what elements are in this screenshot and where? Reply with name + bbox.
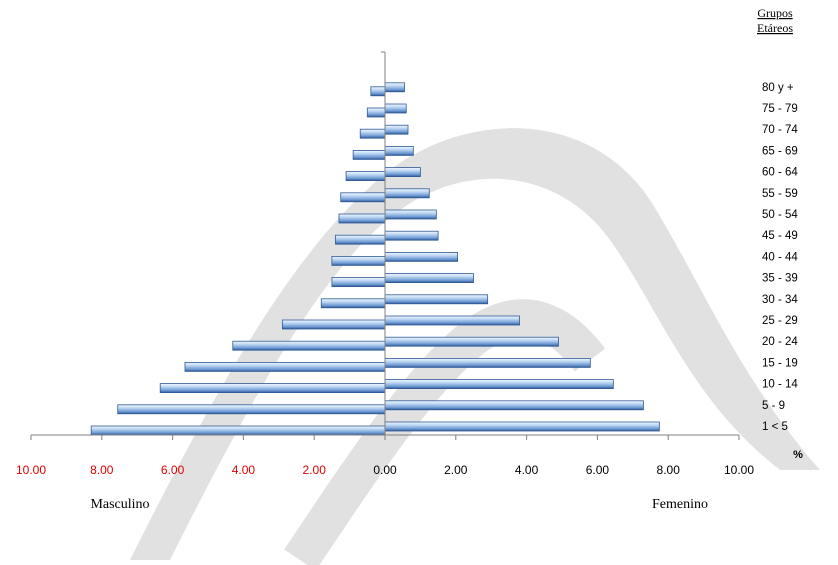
bar-masculino: [117, 404, 386, 415]
age-group-label: 20 - 24: [762, 336, 798, 348]
x-tick-label-right: 0.00: [373, 463, 397, 477]
age-labels-group: 1 < 5 5 - 9 10 - 14 15 - 19 20 - 24 25 - 29 30…: [762, 82, 798, 433]
bar-masculino: [184, 361, 386, 372]
bar-femenino: [384, 400, 644, 411]
age-group-label: 40 - 44: [762, 251, 798, 263]
series-label-femenino: Femenino: [652, 497, 708, 512]
age-group-label: 15 - 19: [762, 357, 798, 369]
x-tick-label-left: 2.00: [303, 463, 327, 477]
x-tick-label-left: 6.00: [161, 463, 185, 477]
bar-masculino: [159, 383, 386, 394]
series-label-masculino: Masculino: [90, 497, 149, 512]
age-group-label: 70 - 74: [762, 124, 798, 136]
bar-femenino: [384, 230, 439, 241]
bar-masculino: [232, 340, 386, 351]
age-group-label: 30 - 34: [762, 294, 798, 306]
bar-masculino: [370, 86, 386, 97]
bar-femenino: [384, 82, 405, 93]
age-group-label: 60 - 64: [762, 167, 798, 179]
age-group-label: 5 - 9: [762, 400, 785, 412]
tick-labels-group: 10.00 8.00 6.00 4.00 2.00 0.00 2.00 4.00 6.00 8.0…: [16, 463, 754, 477]
watermark-stroke: [284, 299, 606, 565]
bar-masculino: [281, 319, 386, 330]
x-tick-label-left: 4.00: [232, 463, 256, 477]
x-unit-label: %: [793, 449, 803, 461]
bar-masculino: [359, 128, 386, 139]
age-group-label: 75 - 79: [762, 103, 798, 115]
x-tick-label-left: 10.00: [16, 463, 46, 477]
age-group-label: 50 - 54: [762, 209, 798, 221]
age-group-label: 80 y +: [762, 82, 794, 94]
bar-masculino: [338, 213, 386, 224]
age-group-label: 25 - 29: [762, 315, 798, 327]
x-tick-label-right: 4.00: [515, 463, 539, 477]
age-group-label: 1 < 5: [762, 421, 788, 433]
x-tick-label-left: 8.00: [90, 463, 114, 477]
age-group-label: 55 - 59: [762, 188, 798, 200]
bar-masculino: [345, 171, 386, 182]
age-group-label: 35 - 39: [762, 273, 798, 285]
x-tick-label-right: 8.00: [657, 463, 681, 477]
bar-femenino: [384, 357, 591, 368]
bar-masculino: [352, 149, 386, 160]
bar-femenino: [384, 294, 489, 305]
bar-masculino: [335, 234, 386, 245]
bar-femenino: [384, 167, 421, 178]
bar-masculino: [340, 192, 386, 203]
bar-femenino: [384, 336, 559, 347]
bar-femenino: [384, 188, 430, 199]
bar-femenino: [384, 103, 407, 114]
bar-femenino: [384, 209, 437, 220]
bars-group: [90, 82, 660, 436]
x-tick-label-right: 6.00: [586, 463, 610, 477]
bar-femenino: [384, 273, 474, 284]
bar-femenino: [384, 124, 409, 135]
bar-masculino: [90, 425, 386, 436]
bar-masculino: [320, 298, 386, 309]
age-group-label: 45 - 49: [762, 230, 798, 242]
x-tick-label-right: 10.00: [724, 463, 754, 477]
bar-femenino: [384, 145, 414, 156]
legend-title-line1: Grupos Etáreos: [757, 6, 793, 35]
bar-femenino: [384, 421, 660, 432]
bar-femenino: [384, 251, 458, 262]
axes-group: [30, 51, 740, 440]
watermark-shape: [130, 128, 820, 560]
bar-masculino: [331, 277, 386, 288]
age-group-label: 10 - 14: [762, 379, 798, 391]
bar-masculino: [366, 107, 386, 118]
bar-femenino: [384, 379, 614, 390]
x-tick-label-right: 2.00: [444, 463, 468, 477]
bar-femenino: [384, 315, 520, 326]
bar-masculino: [331, 255, 386, 266]
age-group-label: 65 - 69: [762, 145, 798, 157]
